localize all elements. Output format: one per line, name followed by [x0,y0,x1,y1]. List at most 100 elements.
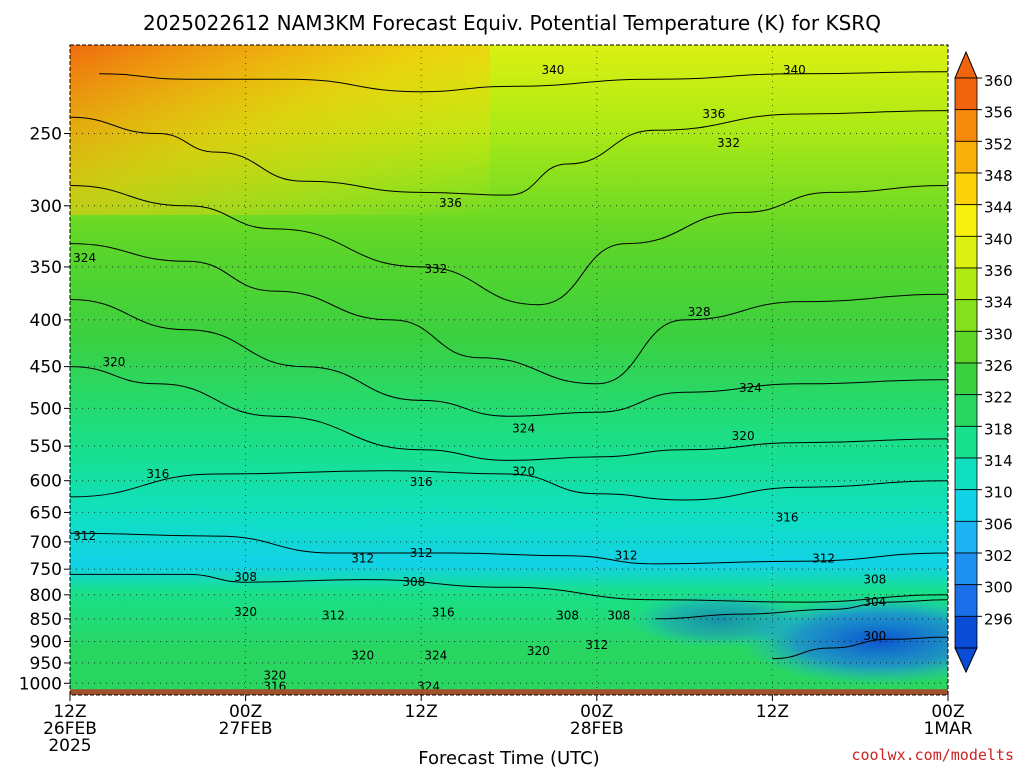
contour-label: 300 [863,629,886,643]
contour-label: 316 [432,606,455,620]
contour-label: 340 [783,63,806,77]
y-axis: 2503003504004505005506006507007508008509… [19,124,70,694]
contour-line-336 [70,110,948,196]
contour-label: 316 [776,510,799,524]
colorbar-swatch [954,299,978,332]
y-tick-label: 400 [30,311,62,331]
y-tick-label: 350 [30,258,62,278]
contour-label: 324 [424,648,447,662]
colorbar-label: 322 [984,389,1013,407]
colorbar-label: 318 [984,420,1013,438]
contour-label: 340 [541,63,564,77]
contour-label: 324 [739,381,762,395]
colorbar-swatch [954,204,978,237]
colorbar-swatch [954,394,978,427]
colorbar-label: 296 [984,610,1013,628]
x-tick-label: 26FEB [43,719,97,739]
credit-text: coolwx.com/modelts [851,746,1014,764]
y-tick-label: 800 [30,586,62,606]
colorbar-swatch [954,235,978,269]
contour-line-332 [70,185,948,306]
contour-lines [70,71,948,660]
contour-line-300 [772,636,948,660]
y-tick-label: 500 [30,399,62,419]
colorbar-swatch [954,584,978,617]
contour-label: 316 [146,467,169,481]
colorbar-label: 348 [984,167,1013,185]
y-tick-label: 300 [30,197,62,217]
x-tick-label: 12Z [405,702,438,722]
warm-upper-region [70,45,490,215]
contour-label: 312 [322,609,345,623]
contour-line-308 [70,573,948,603]
colorbar-label: 356 [984,104,1013,122]
colorbar-swatch [954,615,978,649]
y-tick-label: 650 [30,503,62,523]
contour-line-320 [70,366,948,461]
contour-label: 336 [439,196,462,210]
contour-label: 312 [585,638,608,652]
contour-line-328 [70,243,948,385]
x-tick-label: 2025 [48,736,91,756]
contour-label: 312 [351,551,374,565]
colorbar-label: 306 [984,515,1013,533]
y-tick-label: 900 [30,632,62,652]
contour-label: 308 [556,609,579,623]
contour-label: 336 [702,107,725,121]
contour-label: 312 [812,551,835,565]
y-tick-label: 550 [30,437,62,457]
colorbar-swatch [954,489,978,522]
y-tick-label: 450 [30,358,62,378]
ground-below-surface [70,689,948,695]
colorbar-label: 326 [984,357,1013,375]
colorbar-label: 302 [984,547,1013,565]
chart-title: 2025022612 NAM3KM Forecast Equiv. Potent… [143,11,881,35]
y-tick-label: 1000 [19,674,62,694]
contour-label: 324 [512,421,535,435]
cold-pool-region-2 [630,592,810,648]
contour-label: 332 [424,262,447,276]
contour-label: 320 [512,464,535,478]
x-tick-label: 12Z [53,702,86,722]
colorbar-swatch [954,109,978,142]
contour-label: 320 [102,355,125,369]
colorbar-label: 340 [984,230,1013,248]
contour-label: 304 [863,595,886,609]
plot-frame [69,44,949,696]
contour-line-316 [70,470,948,501]
contour-line-324 [70,299,948,417]
x-tick-label: 12Z [756,702,789,722]
contour-label: 324 [73,251,96,265]
colorbar-swatch [954,520,978,554]
colorbar-swatch [954,267,978,301]
colorbar-label: 300 [984,579,1013,597]
contour-line-312 [70,532,948,565]
colorbar-top-arrow [954,50,978,79]
y-tick-label: 600 [30,472,62,492]
contour-label: 308 [234,570,257,584]
contour-label: 316 [410,475,433,489]
y-tick-label: 850 [30,610,62,630]
colorbar-bottom-arrow [954,647,978,674]
colorbar-swatch [954,172,978,206]
colorbar-label: 360 [984,72,1013,90]
x-tick-label: 1MAR [924,719,973,739]
x-axis-label: Forecast Time (UTC) [418,748,599,768]
contour-label: 308 [863,573,886,587]
contour-label: 308 [402,575,425,589]
colorbar-label: 334 [984,294,1013,312]
x-tick-label: 00Z [580,702,613,722]
contour-label: 312 [410,546,433,560]
contour-label: 320 [732,429,755,443]
colorbar: 360 356 352 348 344 340 336 334 330 326 322 318 314 3… [954,50,1013,674]
colorbar-label: 310 [984,484,1013,502]
colorbar-swatch [954,77,978,111]
contour-label: 320 [234,605,257,619]
x-tick-label: 27FEB [219,719,273,739]
contour-label: 312 [73,529,96,543]
contour-label: 308 [607,609,630,623]
colorbar-swatch [954,140,978,174]
plot-area: 340 340 336 332 336 324 332 328 320 324 324 320 316 3… [70,45,948,695]
